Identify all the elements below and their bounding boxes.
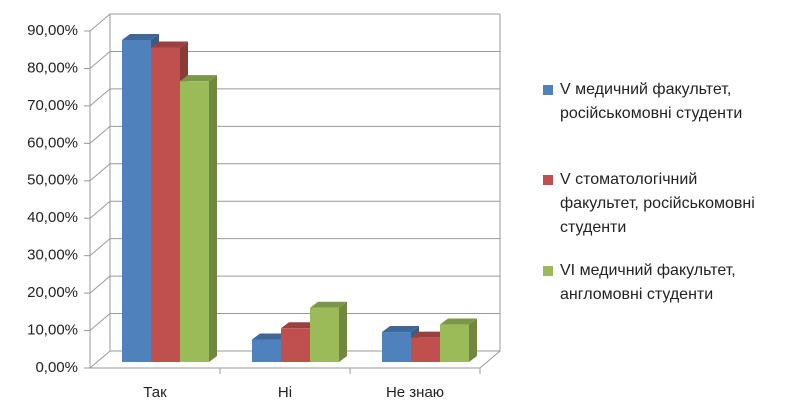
y-tick-label: 0,00% (35, 359, 78, 376)
bar (151, 47, 180, 362)
legend-key (543, 85, 553, 95)
bar (440, 324, 469, 362)
x-tick-label: Ні (278, 384, 292, 401)
bar-top (382, 326, 419, 333)
bar (310, 307, 339, 362)
y-tick-label: 60,00% (27, 134, 78, 151)
y-tick-label: 10,00% (27, 322, 78, 339)
y-tick-label: 70,00% (27, 97, 78, 114)
legend-item: VI медичний факультет, англомовні студен… (543, 259, 779, 307)
grid-line-side (89, 313, 111, 331)
x-tick-label: Так (143, 384, 167, 401)
grid-line-side (89, 238, 111, 257)
bar-top (151, 41, 188, 48)
bar-top (411, 331, 448, 338)
bar (281, 328, 310, 362)
bar (122, 39, 151, 362)
grid-line-side (89, 275, 111, 294)
bar (180, 81, 209, 363)
bar-top (281, 322, 318, 329)
bar-top (122, 33, 159, 40)
y-tick-label: 50,00% (27, 172, 78, 189)
floor-edge (479, 350, 501, 369)
bar (382, 332, 411, 362)
y-tick-label: 90,00% (27, 22, 78, 39)
bar-top (180, 75, 217, 82)
legend-key (543, 175, 553, 185)
grid-line-side (89, 163, 111, 182)
bar-side (209, 75, 217, 363)
y-tick-label: 20,00% (27, 284, 78, 301)
bar-side (339, 301, 347, 362)
grid-line-side (89, 125, 111, 144)
bar (411, 337, 440, 362)
bar (252, 339, 281, 362)
grid-line-side (89, 13, 111, 32)
legend-item: V медичний факультет, російськомовні сту… (543, 78, 779, 126)
grid-line-side (89, 88, 111, 107)
legend-item: V стоматологічний факультет, російськомо… (543, 168, 779, 240)
bar-side (469, 318, 477, 362)
grid-line-side (89, 200, 111, 219)
x-tick-label: Не знаю (386, 384, 444, 401)
bar-top (440, 318, 477, 325)
grid-line-side (89, 51, 111, 69)
y-tick-label: 30,00% (27, 247, 78, 264)
bar-top (310, 301, 347, 308)
y-tick-label: 80,00% (27, 59, 78, 76)
bar-top (252, 333, 289, 340)
grid-line-side (89, 350, 111, 369)
legend-label: V стоматологічний факультет, російськомо… (560, 171, 755, 236)
legend-key (543, 266, 553, 276)
legend-label: VI медичний факультет, англомовні студен… (560, 262, 736, 303)
legend-label: V медичний факультет, російськомовні сту… (560, 81, 743, 122)
y-tick-label: 40,00% (27, 209, 78, 226)
